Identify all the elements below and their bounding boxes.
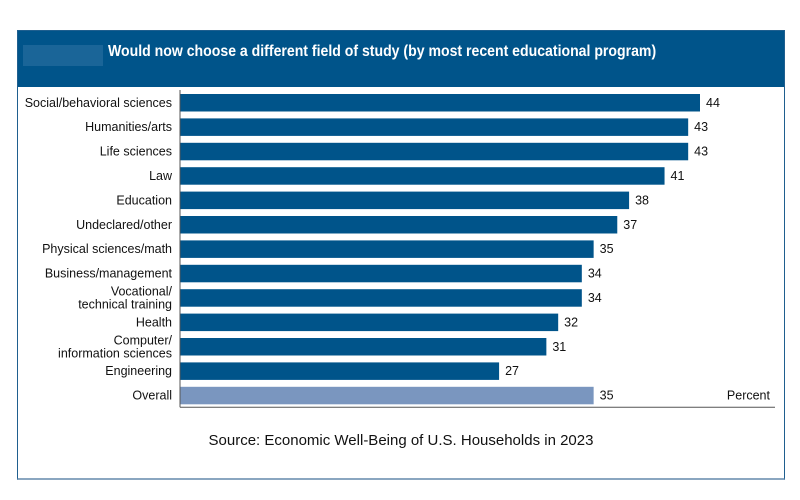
bar xyxy=(180,167,665,185)
category-label: Vocational/ xyxy=(111,284,173,298)
category-label: Business/management xyxy=(45,267,173,281)
category-label: Life sciences xyxy=(100,145,172,159)
value-label: 34 xyxy=(588,291,602,305)
value-label: 43 xyxy=(694,145,708,159)
bar xyxy=(180,362,500,380)
unit-label: Percent xyxy=(727,389,771,403)
value-label: 43 xyxy=(694,120,708,134)
value-label: 32 xyxy=(564,315,578,329)
value-label: 27 xyxy=(505,364,519,378)
bar xyxy=(180,94,700,112)
chart-header: Would now choose a different field of st… xyxy=(18,31,784,87)
bar xyxy=(180,118,689,136)
source-note: Source: Economic Well-Being of U.S. Hous… xyxy=(208,432,594,449)
category-label: Physical sciences/math xyxy=(42,242,172,256)
bar xyxy=(180,240,594,258)
bar xyxy=(180,216,618,234)
category-label: Social/behavioral sciences xyxy=(25,96,172,110)
category-label: Undeclared/other xyxy=(76,218,172,232)
value-label: 37 xyxy=(623,218,637,232)
value-label: 38 xyxy=(635,193,649,207)
bar xyxy=(180,289,582,307)
value-label: 35 xyxy=(600,242,614,256)
category-label: technical training xyxy=(78,297,172,311)
bar xyxy=(180,313,559,332)
category-label: Overall xyxy=(132,389,172,403)
category-label: Law xyxy=(149,169,173,183)
bar xyxy=(180,264,582,283)
chart-title: Would now choose a different field of st… xyxy=(108,43,657,60)
value-label: 34 xyxy=(588,267,602,281)
bar xyxy=(180,142,689,161)
category-label: Humanities/arts xyxy=(85,120,172,134)
bar xyxy=(180,338,547,356)
category-label: information sciences xyxy=(58,346,172,360)
bar xyxy=(180,386,594,405)
value-label: 35 xyxy=(600,389,614,403)
value-label: 31 xyxy=(552,340,566,354)
category-label: Health xyxy=(136,315,172,329)
category-label: Education xyxy=(116,193,172,207)
bar xyxy=(180,191,630,210)
value-label: 44 xyxy=(706,96,720,110)
header-logo-block xyxy=(23,45,103,66)
category-label: Engineering xyxy=(105,364,172,378)
chart-frame: Would now choose a different field of st… xyxy=(17,30,785,480)
value-label: 41 xyxy=(671,169,685,183)
category-label: Computer/ xyxy=(114,333,173,347)
